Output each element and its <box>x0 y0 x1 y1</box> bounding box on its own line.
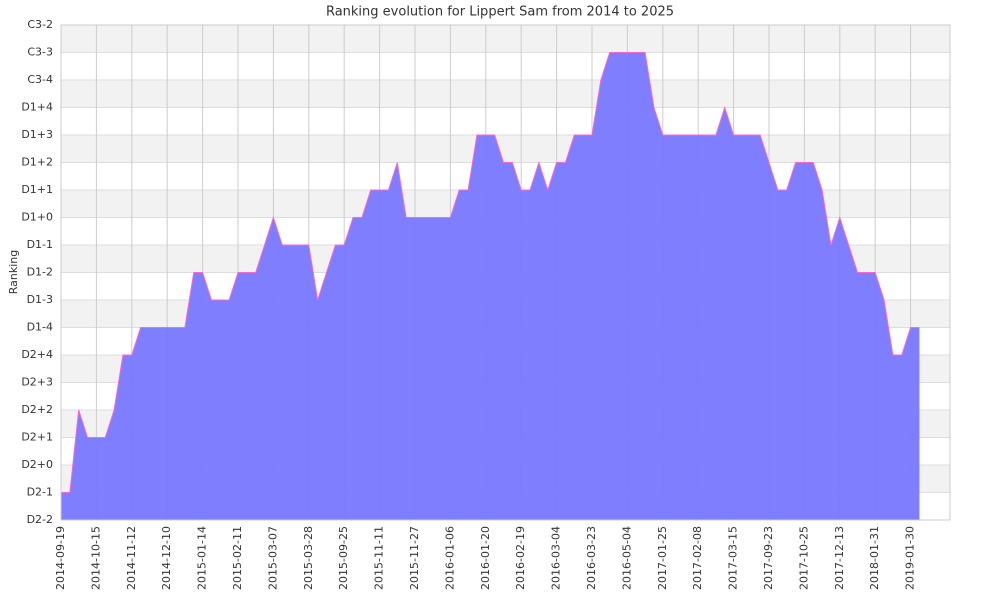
chart-title: Ranking evolution for Lippert Sam from 2… <box>326 5 674 20</box>
x-tick-label: 2017-10-25 <box>797 526 810 590</box>
x-tick-label: 2014-12-10 <box>160 526 173 590</box>
line <box>61 52 920 493</box>
x-tick-label: 2017-12-13 <box>833 526 846 590</box>
y-tick-label: D2+2 <box>21 403 53 416</box>
y-tick-label: C3-2 <box>27 18 53 31</box>
y-axis-label: Ranking <box>7 250 20 295</box>
y-tick-label: D2-1 <box>27 486 53 499</box>
y-tick-label: C3-3 <box>27 46 53 59</box>
y-tick-label: D2+0 <box>21 458 53 471</box>
x-tick-label: 2016-03-04 <box>550 526 563 590</box>
y-tick-label: D1-4 <box>27 321 53 334</box>
x-tick-label: 2016-01-06 <box>443 526 456 590</box>
y-tick-label: D1+2 <box>21 156 53 169</box>
x-tick-label: 2016-05-04 <box>620 526 633 590</box>
grid-band <box>61 80 950 108</box>
x-tick-label: 2015-03-28 <box>302 526 315 590</box>
y-tick-label: D2+3 <box>21 376 53 389</box>
y-tick-label: D1-2 <box>27 266 53 279</box>
area <box>61 52 920 520</box>
x-tick-label: 2015-11-11 <box>373 526 386 590</box>
y-tick-label: D1-3 <box>27 293 53 306</box>
y-tick-label: D1+3 <box>21 128 53 141</box>
x-tick-label: 2017-03-15 <box>727 526 740 590</box>
y-tick-label: D1+4 <box>21 101 53 114</box>
x-tick-label: 2016-01-20 <box>479 526 492 590</box>
x-tick-label: 2017-09-23 <box>762 526 775 590</box>
x-tick-label: 2015-11-27 <box>408 526 421 590</box>
y-tick-label: D1-1 <box>27 238 53 251</box>
grid-band <box>61 25 950 53</box>
y-tick-label: C3-4 <box>27 73 53 86</box>
x-tick-label: 2017-02-08 <box>691 526 704 590</box>
x-tick-label: 2017-01-25 <box>656 526 669 590</box>
x-tick-label: 2016-03-23 <box>585 526 598 590</box>
x-tick-label: 2014-10-15 <box>89 526 102 590</box>
y-tick-label: D2+1 <box>21 431 53 444</box>
x-tick-label: 2015-02-11 <box>231 526 244 590</box>
x-tick-label: 2015-09-25 <box>337 526 350 590</box>
x-tick-label: 2014-09-19 <box>54 526 67 590</box>
x-tick-label: 2016-02-19 <box>514 526 527 590</box>
y-tick-label: D1+0 <box>21 211 53 224</box>
x-tick-label: 2015-01-14 <box>196 526 209 590</box>
x-tick-label: 2014-11-12 <box>125 526 138 590</box>
y-tick-label: D1+1 <box>21 183 53 196</box>
x-tick-label: 2018-01-31 <box>868 526 881 590</box>
x-tick-label: 2019-01-30 <box>904 526 917 590</box>
grid-band <box>61 135 950 163</box>
plot-border <box>60 24 951 521</box>
y-tick-label: D2-2 <box>27 513 53 526</box>
x-tick-label: 2015-03-07 <box>266 526 279 590</box>
y-tick-label: D2+4 <box>21 348 53 361</box>
